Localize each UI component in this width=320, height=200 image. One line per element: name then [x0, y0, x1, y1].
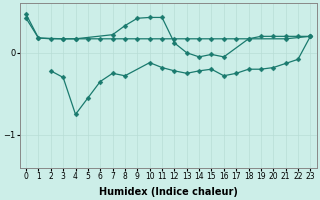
X-axis label: Humidex (Indice chaleur): Humidex (Indice chaleur)	[99, 187, 238, 197]
